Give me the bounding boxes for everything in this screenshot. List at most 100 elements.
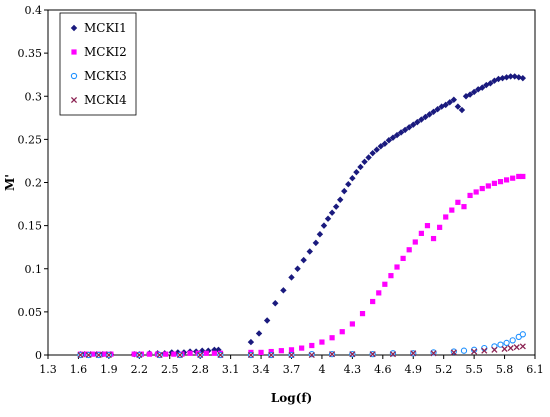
y-axis-title: M': [3, 174, 17, 191]
data-point: [258, 349, 264, 356]
data-point: [430, 108, 437, 115]
data-point: [510, 175, 516, 181]
data-point: [370, 298, 376, 305]
data-point: [280, 287, 287, 294]
data-point: [401, 126, 409, 134]
x-marker-stroke: [197, 351, 204, 359]
x-marker-stroke: [308, 351, 315, 359]
series-mcki4: [77, 343, 526, 359]
data-point: [454, 103, 462, 110]
data-point: [442, 101, 449, 109]
data-point: [294, 265, 301, 272]
x-tick-label: 3.4: [252, 363, 270, 376]
x-tick-label: 5.2: [435, 363, 453, 376]
data-point: [479, 84, 486, 91]
data-point: [320, 222, 328, 229]
data-point: [319, 339, 325, 345]
data-point: [473, 189, 479, 195]
x-marker-stroke: [471, 348, 478, 355]
x-tick-label: 2.2: [131, 363, 149, 376]
x-marker-stroke: [77, 351, 84, 359]
x-marker-stroke: [217, 351, 224, 359]
x-marker-stroke: [491, 346, 498, 353]
data-point: [146, 351, 153, 357]
legend-label: MCKI1: [84, 21, 127, 35]
x-tick-label: 4.6: [374, 363, 392, 376]
data-point: [393, 131, 401, 139]
data-point: [466, 91, 474, 98]
x-marker-stroke: [288, 351, 295, 359]
x-tick-label: 3.1: [222, 363, 240, 376]
legend-marker: [70, 72, 78, 80]
data-point: [288, 274, 295, 281]
data-point: [437, 224, 443, 230]
x-axis-title: Log(f): [271, 391, 312, 405]
data-point: [507, 345, 514, 352]
data-point: [136, 351, 143, 359]
data-point: [288, 351, 295, 359]
x-marker-stroke: [430, 350, 437, 357]
x-marker-stroke: [513, 344, 520, 351]
data-point: [394, 264, 400, 270]
data-point: [397, 129, 405, 136]
data-point: [95, 351, 102, 359]
data-point: [389, 351, 397, 358]
data-point: [471, 348, 478, 355]
x-marker-stroke: [410, 350, 417, 357]
x-marker-stroke: [156, 351, 163, 359]
data-point: [369, 149, 376, 157]
y-tick-label: 0.15: [18, 220, 43, 233]
y-tick-label: 0.4: [25, 4, 43, 17]
data-point: [414, 118, 421, 126]
data-point: [458, 106, 466, 114]
data-point: [412, 239, 418, 245]
data-point: [470, 88, 478, 96]
data-point: [156, 351, 163, 359]
x-marker-stroke: [105, 351, 112, 359]
series-mcki2: [77, 173, 526, 357]
data-point: [422, 113, 429, 121]
legend-marker: [70, 96, 78, 104]
data-point: [309, 342, 315, 349]
data-point: [373, 146, 380, 153]
data-point: [516, 173, 522, 180]
legend-marker: [70, 24, 78, 32]
data-point: [381, 140, 389, 147]
x-marker-stroke: [450, 349, 457, 356]
data-point: [513, 344, 520, 351]
data-points: [77, 73, 527, 359]
data-point: [349, 321, 355, 327]
x-tick-label: 4.9: [405, 363, 423, 376]
x-tick-label: 1.6: [70, 363, 88, 376]
x-marker-stroke: [507, 345, 514, 352]
data-point: [426, 111, 433, 118]
data-point: [511, 73, 518, 80]
x-tick-label: 2.8: [191, 363, 209, 376]
x-tick-label: 1.3: [39, 363, 57, 376]
series-mcki3: [77, 331, 526, 359]
x-marker-stroke: [136, 351, 143, 359]
x-marker-stroke: [95, 351, 102, 359]
data-point: [501, 345, 508, 353]
x-marker-stroke: [349, 351, 356, 358]
data-point: [405, 124, 413, 131]
data-point: [491, 180, 498, 186]
legend-label: MCKI3: [84, 69, 127, 83]
data-point: [406, 247, 412, 253]
data-point: [361, 158, 368, 165]
data-point: [509, 337, 516, 344]
data-point: [328, 209, 336, 216]
data-point: [312, 239, 320, 247]
data-point: [90, 351, 96, 357]
x-tick-label: 5.5: [465, 363, 483, 376]
x-marker-stroke: [481, 347, 488, 354]
legend-label: MCKI4: [84, 93, 127, 107]
x-marker-stroke: [389, 351, 397, 358]
data-point: [288, 347, 295, 353]
data-point: [507, 73, 514, 80]
data-point: [341, 187, 348, 195]
x-marker-stroke: [268, 351, 275, 359]
y-tick-label: 0.25: [18, 133, 43, 146]
